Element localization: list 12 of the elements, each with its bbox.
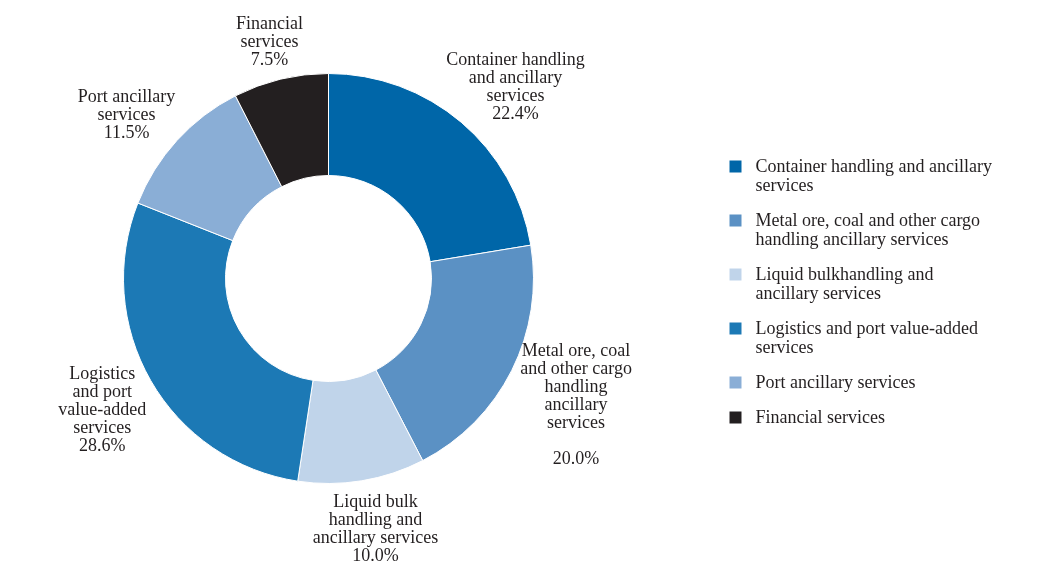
data-label: Container handling and ancillary services 22.4% [446, 48, 585, 123]
data-label: Metal ore, coal and other cargo handling ancillary services 20.0% [520, 340, 632, 469]
legend-label: Liquid bulkhandling and ancillary services [755, 263, 934, 303]
data-label: Financial services 7.5% [235, 13, 303, 70]
legend-label: Financial services [755, 406, 885, 427]
data-label: Port ancillary services 11.5% [77, 86, 176, 143]
legend-label: Metal ore, coal and other cargo handling ancillary services [755, 209, 981, 249]
legend-label: Logistics and port value-added services [755, 317, 978, 357]
legend-label: Container handling and ancillary services [755, 155, 992, 195]
data-label: Liquid bulk handling and ancillary services 10.0% [312, 491, 439, 566]
data-label: Logistics and port value-added services 28.6% [58, 363, 147, 456]
legend-label: Port ancillary services [755, 371, 916, 392]
